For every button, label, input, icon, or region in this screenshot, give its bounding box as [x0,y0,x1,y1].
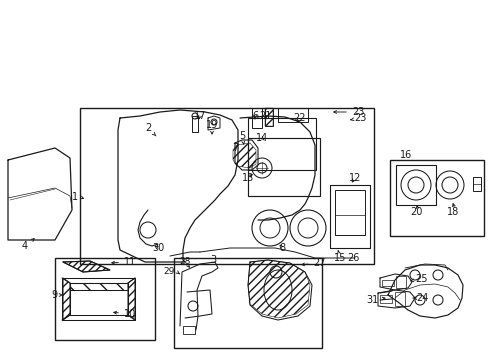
Text: 26: 26 [346,253,359,263]
Text: 17: 17 [193,111,206,121]
Text: 28: 28 [179,256,190,266]
Text: 29: 29 [163,267,175,276]
Text: 14: 14 [255,133,267,143]
Text: 25: 25 [409,274,427,284]
Bar [247,138,319,196]
Text: 3: 3 [209,255,216,265]
Bar [80,108,373,264]
Text: 27: 27 [301,258,325,268]
Bar [395,276,405,288]
Bar [247,118,315,170]
Text: 7: 7 [231,143,238,153]
Text: 4: 4 [22,239,34,251]
Text: 10: 10 [114,309,136,319]
Bar [381,280,393,286]
Text: 23: 23 [333,107,364,117]
Text: 21: 21 [258,111,271,121]
Text: 16: 16 [399,150,411,160]
Bar [278,108,307,122]
Text: 6: 6 [251,111,258,121]
Bar [472,177,480,191]
Text: 1: 1 [72,192,78,202]
Bar [251,108,262,128]
Text: 15: 15 [333,250,346,263]
Bar [264,108,272,126]
Bar [334,190,364,235]
Bar [379,295,391,303]
Text: 30: 30 [152,243,164,253]
Text: 5: 5 [238,131,244,144]
Bar [389,160,483,236]
Text: 31: 31 [365,295,384,305]
Bar [174,258,321,348]
Text: 22: 22 [293,113,305,123]
Text: 12: 12 [348,173,361,183]
Text: 8: 8 [278,243,285,253]
Text: 11: 11 [112,257,136,267]
Text: 20: 20 [409,207,421,217]
Text: 2: 2 [144,123,156,136]
Text: 18: 18 [446,207,458,217]
Bar [183,326,195,334]
Text: 9: 9 [51,290,57,300]
Text: 23: 23 [350,113,366,123]
Bar [394,292,404,306]
Bar [55,258,155,340]
Text: 24: 24 [412,293,427,303]
Bar [192,116,198,132]
Bar [395,165,435,205]
Text: 13: 13 [242,173,254,183]
Text: 19: 19 [205,120,218,134]
